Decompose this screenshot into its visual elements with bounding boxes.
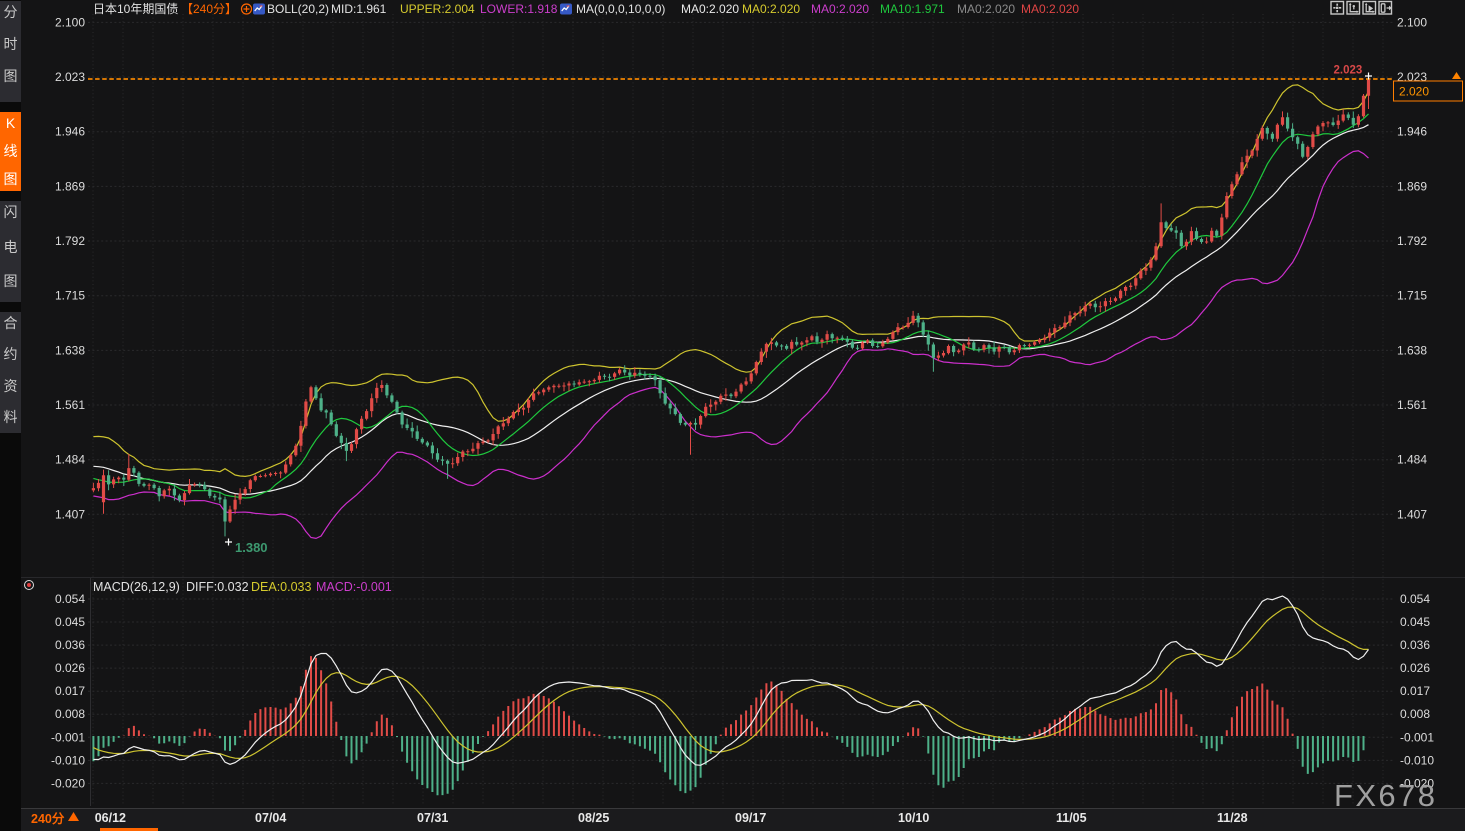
svg-text:0.008: 0.008 [1400, 707, 1430, 721]
svg-text:0.017: 0.017 [1400, 684, 1430, 698]
svg-text:1.407: 1.407 [1397, 507, 1427, 521]
svg-text:1.407: 1.407 [55, 507, 85, 521]
svg-text:MA(0,0,0,10,0,0): MA(0,0,0,10,0,0) [576, 2, 665, 16]
svg-text:1.638: 1.638 [55, 343, 85, 357]
svg-text:2.100: 2.100 [1397, 15, 1427, 29]
svg-text:1.561: 1.561 [1397, 398, 1427, 412]
svg-text:1.715: 1.715 [55, 289, 85, 303]
svg-text:UPPER:2.004: UPPER:2.004 [400, 2, 475, 16]
svg-text:0.036: 0.036 [1400, 638, 1430, 652]
svg-text:1.869: 1.869 [55, 179, 85, 193]
svg-text:-0.001: -0.001 [51, 730, 85, 744]
svg-text:0.045: 0.045 [55, 615, 85, 629]
svg-text:0.036: 0.036 [55, 638, 85, 652]
svg-text:0.045: 0.045 [1400, 615, 1430, 629]
svg-text:MA0:2.020: MA0:2.020 [957, 2, 1015, 16]
svg-text:1.380: 1.380 [235, 540, 268, 555]
svg-text:FX678: FX678 [1334, 778, 1437, 813]
svg-text:-0.020: -0.020 [51, 776, 85, 790]
svg-text:1.792: 1.792 [55, 234, 85, 248]
svg-text:MA0:2.020: MA0:2.020 [742, 2, 800, 16]
svg-text:MACD(26,12,9): MACD(26,12,9) [93, 580, 180, 594]
svg-text:MACD:-0.001: MACD:-0.001 [316, 580, 392, 594]
svg-text:11/05: 11/05 [1056, 811, 1087, 825]
svg-text:06/12: 06/12 [95, 811, 126, 825]
svg-text:DIFF:0.032: DIFF:0.032 [186, 580, 249, 594]
svg-text:1.484: 1.484 [1397, 453, 1427, 467]
svg-text:09/17: 09/17 [735, 811, 766, 825]
svg-text:0.054: 0.054 [55, 592, 85, 606]
svg-text:-0.020: -0.020 [1400, 776, 1434, 790]
svg-text:【240分】: 【240分】 [181, 2, 237, 16]
svg-text:1.792: 1.792 [1397, 234, 1427, 248]
svg-text:MID:1.961: MID:1.961 [331, 2, 387, 16]
svg-text:MA0:2.020: MA0:2.020 [681, 2, 739, 16]
svg-text:0.026: 0.026 [1400, 661, 1430, 675]
svg-text:1.561: 1.561 [55, 398, 85, 412]
svg-text:07/31: 07/31 [417, 811, 448, 825]
svg-text:-0.010: -0.010 [51, 753, 85, 767]
svg-text:1.869: 1.869 [1397, 179, 1427, 193]
svg-text:-0.010: -0.010 [1400, 753, 1434, 767]
svg-text:1.715: 1.715 [1397, 289, 1427, 303]
svg-text:MA0:2.020: MA0:2.020 [1021, 2, 1079, 16]
svg-text:07/04: 07/04 [255, 811, 286, 825]
svg-text:0.026: 0.026 [55, 661, 85, 675]
svg-text:240分: 240分 [31, 811, 65, 826]
svg-text:0.008: 0.008 [55, 707, 85, 721]
svg-text:2.023: 2.023 [55, 70, 85, 84]
svg-text:11/28: 11/28 [1217, 811, 1248, 825]
svg-text:2.100: 2.100 [55, 15, 85, 29]
svg-text:10/10: 10/10 [898, 811, 929, 825]
svg-text:-0.001: -0.001 [1400, 730, 1434, 744]
svg-text:1.946: 1.946 [55, 125, 85, 139]
svg-text:LOWER:1.918: LOWER:1.918 [480, 2, 558, 16]
svg-text:MA0:2.020: MA0:2.020 [811, 2, 869, 16]
svg-text:DEA:0.033: DEA:0.033 [251, 580, 312, 594]
svg-text:2.020: 2.020 [1399, 85, 1429, 99]
svg-text:1.946: 1.946 [1397, 125, 1427, 139]
svg-text:日本10年期国债: 日本10年期国债 [93, 2, 178, 16]
svg-text:BOLL(20,2): BOLL(20,2) [267, 2, 329, 16]
svg-text:1.484: 1.484 [55, 453, 85, 467]
svg-text:MA10:1.971: MA10:1.971 [880, 2, 945, 16]
svg-text:08/25: 08/25 [578, 811, 609, 825]
svg-text:2.023: 2.023 [1334, 65, 1363, 77]
svg-text:1.638: 1.638 [1397, 343, 1427, 357]
svg-text:0.054: 0.054 [1400, 592, 1430, 606]
svg-text:0.017: 0.017 [55, 684, 85, 698]
